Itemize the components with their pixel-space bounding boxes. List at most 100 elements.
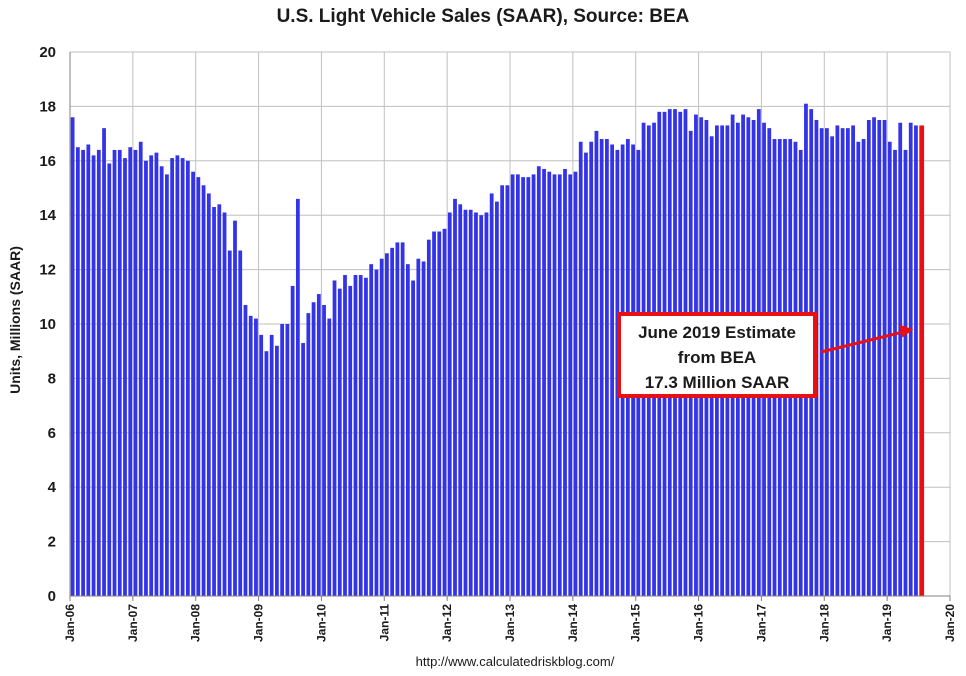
bar (102, 128, 106, 596)
y-tick-label: 16 (39, 153, 56, 170)
bar (91, 155, 96, 597)
bar (353, 275, 358, 596)
bar (112, 149, 117, 597)
bar (432, 231, 436, 596)
bar (185, 160, 190, 597)
bar (180, 158, 185, 596)
bar (872, 117, 876, 596)
bar (599, 139, 604, 597)
bar (86, 144, 91, 597)
x-tick-label: Jan-09 (252, 604, 266, 642)
bar (364, 277, 368, 596)
bar (856, 141, 861, 596)
x-tick-label: Jan-11 (377, 604, 391, 642)
y-tick-label: 20 (39, 44, 56, 61)
x-tick-label: Jan-19 (880, 604, 894, 642)
arrow-head (899, 324, 914, 338)
bar (159, 166, 164, 597)
y-tick-label: 10 (39, 316, 56, 333)
bar (96, 149, 101, 597)
bar (851, 125, 855, 596)
bar (117, 149, 122, 597)
bar (531, 174, 536, 596)
bar (322, 304, 326, 596)
bar (369, 264, 374, 596)
annotation-arrow (820, 324, 914, 354)
bar (316, 294, 321, 596)
bar (479, 215, 484, 596)
bar (510, 174, 515, 596)
bar (861, 139, 866, 597)
x-tick-label: Jan-18 (817, 604, 831, 642)
x-tick-label: Jan-12 (440, 604, 454, 642)
bar (474, 212, 478, 597)
bar (893, 149, 897, 597)
bar (280, 324, 285, 596)
bar (437, 231, 442, 596)
bar (845, 128, 850, 596)
bar (500, 185, 505, 596)
x-tick-label: Jan-06 (63, 604, 77, 642)
bar (840, 128, 845, 596)
x-tick-label: Jan-15 (629, 604, 643, 642)
bar (175, 155, 180, 597)
bar (866, 120, 871, 596)
axes: 0 2 4 6 8 10 12 14 16 18 20 Jan-06 Jan-07 Jan-08 Jan-0… (39, 44, 957, 642)
bar (819, 128, 824, 596)
bar (358, 275, 363, 596)
bar (243, 304, 248, 596)
bar (563, 168, 567, 596)
bar (542, 168, 546, 596)
bar (903, 149, 908, 597)
y-tick-label: 14 (39, 207, 56, 224)
bar (416, 258, 421, 596)
bar (128, 147, 133, 596)
bar (201, 185, 206, 596)
x-tick-label: Jan-14 (566, 604, 580, 642)
bar (374, 269, 379, 596)
bar (170, 158, 175, 596)
bar (458, 204, 463, 596)
x-tick-label: Jan-16 (692, 604, 706, 642)
bar (578, 141, 583, 596)
bar (269, 334, 274, 596)
bar (882, 120, 887, 596)
bar (385, 253, 389, 596)
bar (348, 285, 353, 596)
bar (495, 201, 499, 596)
bar (914, 125, 918, 596)
bar (295, 198, 300, 596)
bar (898, 122, 903, 596)
bar (825, 128, 829, 596)
bar (238, 250, 243, 596)
x-tick-label: Jan-17 (754, 604, 768, 642)
x-tick-label: Jan-10 (314, 604, 328, 642)
bar (343, 275, 347, 596)
bar (165, 174, 169, 596)
bar (301, 343, 305, 596)
y-tick-label: 4 (48, 479, 57, 496)
bar (573, 171, 578, 596)
x-tick-label: Jan-20 (943, 604, 957, 642)
y-tick-label: 12 (39, 262, 56, 279)
bar (206, 193, 211, 596)
y-tick-label: 0 (48, 588, 56, 605)
bar (212, 207, 216, 597)
bar (521, 177, 525, 596)
bar (332, 280, 337, 596)
highlight-bar (919, 125, 925, 596)
bar (75, 147, 80, 596)
bar (605, 139, 609, 597)
arrow-line (820, 329, 906, 354)
bar (390, 247, 395, 596)
bar (584, 152, 588, 596)
x-tick-label: Jan-13 (503, 604, 517, 642)
bar (191, 171, 195, 596)
bar (568, 174, 573, 596)
bar (306, 313, 311, 596)
bar (421, 261, 426, 596)
bar (337, 288, 342, 596)
bar (144, 160, 148, 597)
bar (248, 315, 253, 596)
bar (149, 155, 154, 597)
